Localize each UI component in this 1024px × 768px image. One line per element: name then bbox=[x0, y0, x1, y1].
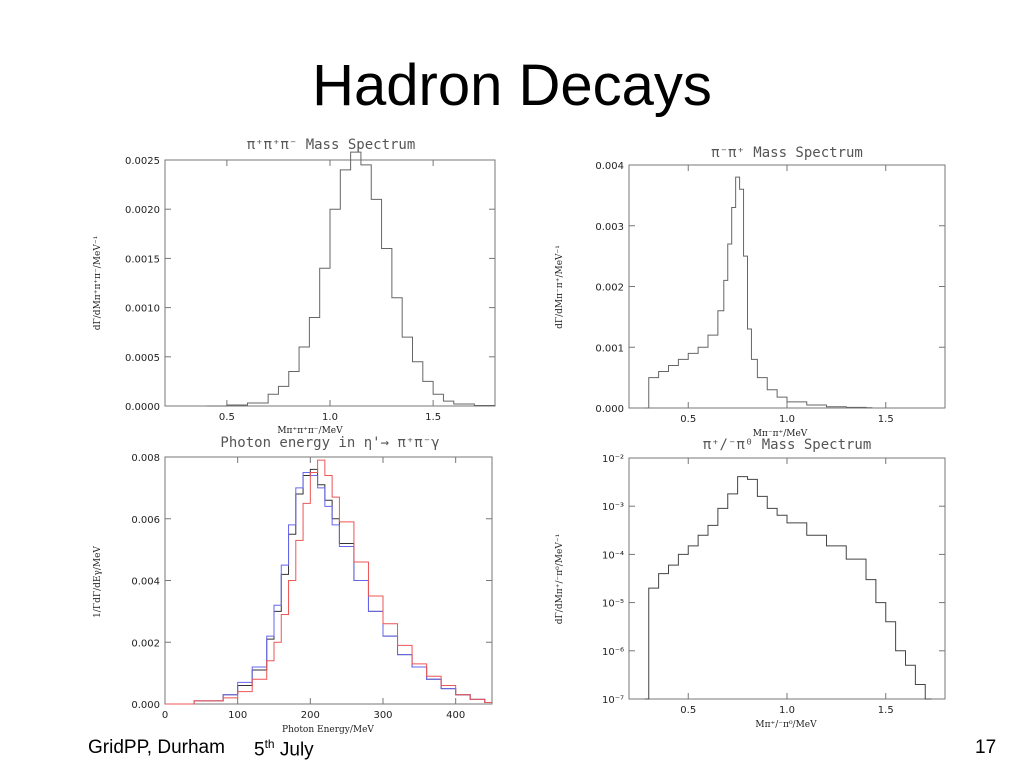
chart-2-ytick-label: 0.002 bbox=[595, 283, 624, 294]
chart-2-ytick-label: 0.003 bbox=[595, 222, 624, 233]
chart-2-ytick-label: 0.004 bbox=[595, 161, 624, 172]
chart-4-frame bbox=[628, 457, 946, 700]
slide-title: Hadron Decays bbox=[312, 53, 712, 118]
chart-4-ytick-label: 10⁻⁵ bbox=[602, 599, 624, 610]
chart-1-ytick-label: 0.0025 bbox=[125, 156, 160, 167]
chart-4-xtick-label: 0.5 bbox=[680, 705, 696, 716]
chart-4-ytick-label: 10⁻³ bbox=[602, 502, 624, 513]
chart-3-ytick-label: 0.000 bbox=[131, 700, 160, 711]
chart-2-xtick-label: 1.5 bbox=[878, 414, 894, 425]
chart-1-xtick-label: 0.5 bbox=[219, 412, 235, 423]
chart-2-axes: 0.000 0.001 0.002 0.003 0.004 0.5 1.0 1.5 bbox=[595, 161, 945, 425]
chart-3-ytick-label: 0.004 bbox=[131, 577, 160, 588]
chart-3-ytick-label: 0.006 bbox=[131, 515, 160, 526]
chart-2-frame bbox=[628, 164, 946, 409]
chart-4-xlabel: Mπ⁺/⁻π⁰/MeV bbox=[755, 720, 817, 730]
chart-1-ytick-label: 0.0010 bbox=[125, 304, 160, 315]
chart-2-ytick-label: 0.000 bbox=[595, 404, 624, 415]
chart-3-ylabel: 1/ΓdΓ/dEγ/MeV bbox=[93, 546, 103, 618]
chart-3-xlabel: Photon Energy/MeV bbox=[282, 725, 374, 735]
chart-3-series-1-line bbox=[165, 468, 492, 705]
chart-2-title: π⁻π⁺ Mass Spectrum bbox=[711, 145, 863, 161]
chart-1-xtick-label: 1.5 bbox=[425, 412, 441, 423]
footer-date-sup: th bbox=[264, 737, 275, 751]
footer-date-month: July bbox=[279, 739, 314, 761]
chart-3-title: Photon energy in η'→ π⁺π⁻γ bbox=[220, 435, 439, 451]
chart-1-xtick-label: 1.0 bbox=[322, 412, 338, 423]
chart-1-ylabel: dΓ/dMπ⁺π⁺π⁻/MeV⁻¹ bbox=[93, 236, 103, 330]
chart-4-title: π⁺/⁻π⁰ Mass Spectrum bbox=[703, 437, 872, 453]
chart-3-axes: 0.000 0.002 0.004 0.006 0.008 0 100 200 300 400 bbox=[131, 453, 492, 721]
chart-3-xtick-label: 0 bbox=[162, 710, 168, 721]
chart-4-axes: 10⁻⁷ 10⁻⁶ 10⁻⁵ 10⁻⁴ 10⁻³ 10⁻² 0.5 1.0 1.5 bbox=[602, 454, 945, 716]
chart-2-ytick-label: 0.001 bbox=[595, 343, 624, 354]
chart-3-xtick-label: 400 bbox=[446, 710, 465, 721]
chart-3-series-3-line bbox=[165, 459, 492, 705]
footer-date: 5th July bbox=[254, 737, 314, 761]
chart-2-xtick-label: 0.5 bbox=[680, 414, 696, 425]
chart-2-series-line bbox=[644, 176, 873, 409]
chart-3-xtick-label: 100 bbox=[228, 710, 247, 721]
chart-4-xtick-label: 1.0 bbox=[779, 705, 795, 716]
chart-4-ytick-label: 10⁻⁴ bbox=[602, 550, 624, 561]
page-number: 17 bbox=[975, 737, 997, 758]
chart-4-series-line bbox=[644, 476, 932, 700]
chart-1: π⁺π⁺π⁻ Mass Spectrum 0.00000.00050.00100… bbox=[93, 137, 496, 436]
chart-4-xtick-label: 1.5 bbox=[878, 705, 894, 716]
chart-4-ytick-label: 10⁻² bbox=[602, 454, 624, 465]
chart-1-ytick-label: 0.0000 bbox=[125, 402, 160, 413]
footer-left: GridPP, Durham bbox=[88, 737, 225, 758]
chart-2-xtick-label: 1.0 bbox=[779, 414, 795, 425]
chart-3-xtick-label: 300 bbox=[373, 710, 392, 721]
chart-1-title: π⁺π⁺π⁻ Mass Spectrum bbox=[247, 137, 416, 153]
chart-1-axes: 0.0000 0.0005 0.0010 0.0015 0.0020 0.0025 0.5 1… bbox=[125, 156, 495, 423]
chart-1-ytick-label: 0.0005 bbox=[125, 353, 160, 364]
chart-2-xlabel: Mπ⁻π⁺/MeV bbox=[753, 429, 808, 439]
chart-3-ytick-label: 0.008 bbox=[131, 453, 160, 464]
chart-3-series-2-line bbox=[165, 471, 492, 705]
chart-3-xtick-label: 200 bbox=[301, 710, 320, 721]
chart-1-ytick-label: 0.0015 bbox=[125, 254, 160, 265]
chart-4: π⁺/⁻π⁰ Mass Spectrum 10⁻⁷10⁻⁶10⁻⁵10⁻⁴10⁻… bbox=[555, 437, 946, 730]
chart-3-frame bbox=[164, 456, 493, 705]
footer-date-day: 5 bbox=[254, 739, 265, 761]
chart-4-ytick-label: 10⁻⁶ bbox=[602, 647, 624, 658]
chart-1-xlabel: Mπ⁺π⁺π⁻/MeV bbox=[277, 426, 343, 436]
chart-2: π⁻π⁺ Mass Spectrum 0.0000.0010.0020.0030… bbox=[555, 145, 946, 439]
chart-3-ytick-label: 0.002 bbox=[131, 638, 160, 649]
chart-3: Photon energy in η'→ π⁺π⁻γ 0.0000.0020.0… bbox=[93, 435, 493, 735]
chart-4-ytick-label: 10⁻⁷ bbox=[602, 695, 624, 706]
chart-1-frame bbox=[164, 159, 496, 407]
chart-4-ylabel: dΓ/dMπ⁺/⁻π⁰/MeV⁻¹ bbox=[555, 534, 565, 624]
chart-1-ytick-label: 0.0020 bbox=[125, 205, 160, 216]
chart-1-series-line bbox=[206, 151, 496, 407]
chart-2-ylabel: dΓ/dMπ⁻π⁺/MeV⁻¹ bbox=[555, 245, 565, 329]
